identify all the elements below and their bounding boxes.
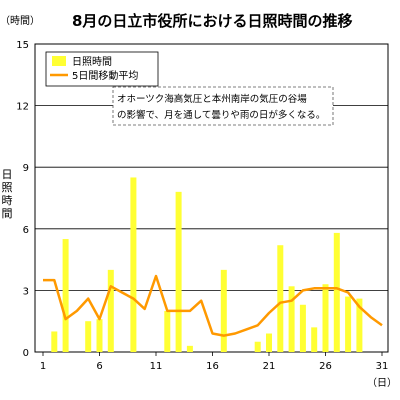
y-axis-label-char: 時	[2, 194, 13, 207]
bar-day-26	[322, 284, 329, 352]
bar-day-24	[299, 304, 306, 352]
bar-day-23	[288, 286, 295, 352]
y-tick-label: 0	[23, 348, 29, 359]
bar-day-25	[311, 327, 318, 352]
bar-day-12	[164, 310, 171, 352]
legend-bar-label: 日照時間	[72, 56, 112, 68]
annotation-line-1: オホーツク海高気圧と本州南岸の気圧の谷場	[117, 93, 307, 105]
y-tick-label: 15	[16, 40, 29, 51]
legend-bar-swatch	[52, 56, 66, 66]
y-tick-labels: 0 3 6 9 12 15	[16, 40, 29, 359]
bar-day-22	[277, 245, 284, 352]
bar-day-17	[220, 269, 227, 352]
y-axis-label-char: 照	[2, 181, 13, 194]
x-tick-label: 6	[96, 361, 102, 372]
x-tick-label: 11	[150, 361, 163, 372]
chart-title: 8月の日立市役所における日照時間の推移	[72, 12, 352, 30]
bar-day-14	[186, 345, 193, 352]
x-tick-label: 1	[40, 361, 46, 372]
y-tick-label: 3	[23, 286, 29, 297]
bar-day-9	[130, 177, 137, 352]
y-tick-label: 6	[23, 225, 29, 236]
y-axis-label: 日照時間	[2, 168, 13, 220]
bar-day-3	[62, 239, 69, 352]
y-axis-label-char: 日	[2, 168, 13, 181]
legend: 日照時間 5日間移動平均	[45, 51, 159, 87]
bar-day-7	[107, 269, 114, 352]
moving-average-line	[43, 274, 383, 337]
y-tick-label: 12	[16, 102, 29, 113]
bar-day-20	[254, 341, 261, 352]
bar-day-27	[333, 232, 340, 352]
bar-day-28	[345, 296, 352, 352]
y-tick-label: 9	[23, 163, 29, 174]
x-tick-labels: 1 6 11 16 21 26 31	[40, 352, 389, 372]
x-tick-label: 31	[376, 361, 389, 372]
x-tick-label: 26	[319, 361, 332, 372]
bar-day-13	[175, 191, 182, 352]
x-tick-label: 21	[263, 361, 276, 372]
annotation-line-2: の影響で、月を通して曇りや雨の日が多くなる。	[117, 109, 325, 121]
y-axis-unit: （時間）	[0, 15, 40, 27]
bar-day-6	[96, 319, 103, 352]
bar-day-5	[85, 321, 92, 352]
bar-day-29	[356, 298, 363, 352]
x-tick-label: 16	[206, 361, 219, 372]
bar-series	[51, 177, 363, 352]
legend-line-label: 5日間移動平均	[72, 69, 138, 82]
annotation-box	[112, 86, 334, 126]
bar-day-21	[266, 333, 272, 352]
bar-day-2	[51, 331, 58, 352]
annotation: オホーツク海高気圧と本州南岸の気圧の谷場 の影響で、月を通して曇りや雨の日が多く…	[112, 86, 334, 126]
x-axis-unit: （日）	[367, 377, 397, 389]
line-series	[43, 274, 383, 337]
y-axis-label-char: 間	[2, 207, 13, 220]
